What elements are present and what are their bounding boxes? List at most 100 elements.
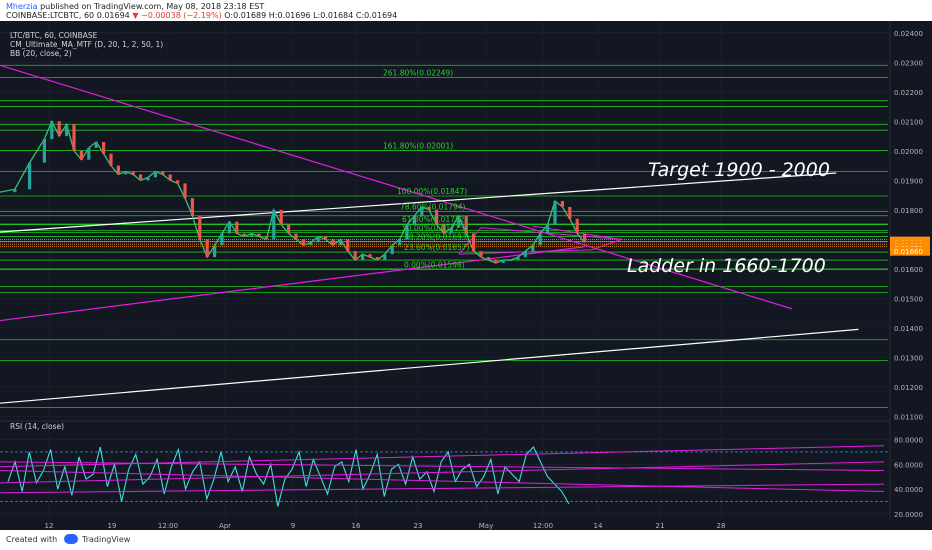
high-text: H:0.01696	[268, 11, 311, 20]
symbol-text: COINBASE:LTCBTC, 60	[6, 11, 95, 20]
x-tick-label: Apr	[219, 522, 231, 530]
price-candle	[50, 121, 54, 140]
legend-bb: BB (20, close, 2)	[10, 49, 72, 58]
x-tick-label: 14	[594, 522, 603, 530]
price-candle	[227, 221, 231, 234]
rsi-panel	[0, 445, 888, 507]
price-candle	[316, 236, 320, 243]
price-candle	[368, 254, 372, 258]
price-candle	[546, 224, 550, 234]
price-candle	[272, 209, 276, 240]
fib-label: 38.20%(0.01693)	[404, 232, 470, 241]
price-candle	[279, 209, 283, 225]
price-candle	[390, 245, 394, 255]
x-tick-label: 19	[108, 522, 117, 530]
price-candle	[124, 171, 128, 175]
rsi-trendline	[0, 470, 885, 493]
y-tick-label: 0.02100	[894, 118, 923, 126]
price-candle	[383, 254, 387, 261]
price-candle	[205, 239, 209, 258]
down-triangle-icon: ▼	[132, 11, 139, 20]
price-candle	[153, 171, 157, 178]
fib-label: 100.00%(0.01847)	[397, 187, 467, 196]
change-text: −0.00038 (−2.19%)	[141, 11, 222, 20]
x-tick-label: 23	[414, 522, 423, 530]
rsi-trendline	[0, 461, 885, 471]
price-candle	[405, 224, 409, 240]
price-candle	[531, 245, 535, 252]
price-candle	[464, 215, 468, 234]
y-tick-label: 0.01600	[894, 266, 923, 274]
price-candle	[190, 198, 194, 216]
y-tick-label: 0.01100	[894, 413, 923, 421]
publisher-line: Mherzia published on TradingView.com, Ma…	[6, 2, 264, 11]
x-tick-label: 21	[656, 522, 665, 530]
chart-svg: 261.80%(0.02249) 161.80%(0.02001) 100.00%(…	[0, 21, 932, 530]
price-candle	[87, 147, 91, 160]
price-candle	[420, 206, 424, 216]
x-tick-label: 28	[717, 522, 726, 530]
price-candle	[457, 215, 461, 228]
price-candle	[198, 215, 202, 240]
ladder-annotation: Ladder in 1660-1700	[627, 255, 826, 277]
price-candle	[494, 260, 498, 263]
legend-rsi: RSI (14, close)	[10, 422, 64, 431]
price-candle	[28, 162, 32, 190]
price-candle	[242, 233, 246, 237]
y-tick-label: 0.01400	[894, 325, 923, 333]
y-tick-label: 0.01300	[894, 354, 923, 362]
price-candle	[523, 251, 527, 258]
price-candle	[560, 201, 564, 207]
x-tick-label: 12:00	[533, 522, 553, 530]
price-candle	[287, 224, 291, 234]
horizontal-levels	[0, 64, 888, 409]
price-candle	[161, 171, 165, 175]
trendlines	[0, 64, 859, 404]
axes: 0.02400 0.02300 0.02200 0.02100 0.02000 0.019…	[45, 30, 930, 530]
chart-background	[0, 21, 932, 520]
rsi-trendline	[0, 483, 885, 494]
y-tick-label: 0.01900	[894, 177, 923, 185]
price-candle	[131, 171, 135, 175]
price-candle	[324, 236, 328, 240]
x-tick-label: 16	[352, 522, 361, 530]
price-candle	[361, 254, 365, 261]
open-text: O:0.01689	[224, 11, 267, 20]
price-candle	[257, 233, 261, 237]
legend-symbol: LTC/BTC, 60, COINBASE	[10, 31, 98, 40]
price-series	[0, 119, 587, 264]
x-tick-label: 12	[45, 522, 54, 530]
price-candle	[213, 245, 217, 258]
price-line	[0, 119, 586, 264]
price-candle	[264, 236, 268, 240]
footer: Created with TradingView	[0, 530, 932, 550]
price-candle	[538, 233, 542, 246]
price-candle	[449, 227, 453, 234]
price-candle	[509, 260, 513, 262]
trendline-magenta-descending	[0, 64, 792, 310]
fib-labels: 261.80%(0.02249) 161.80%(0.02001) 100.00%(…	[383, 68, 470, 269]
rsi-trendline	[0, 461, 885, 484]
price-candle	[72, 124, 76, 151]
header-bar: Mherzia published on TradingView.com, Ma…	[0, 0, 932, 21]
fib-label: 23.60%(0.01657)	[404, 243, 470, 252]
price-candle	[375, 257, 379, 261]
price-candle	[553, 201, 557, 225]
y-tick-label: 0.02200	[894, 89, 923, 97]
brand-text[interactable]: TradingView	[82, 535, 131, 544]
close-text: C:0.01694	[355, 11, 398, 20]
quote-line: COINBASE:LTCBTC, 60 0.01694 ▼ −0.00038 (…	[6, 11, 397, 20]
price-candle	[13, 189, 17, 193]
price-candle	[398, 239, 402, 246]
price-candle	[220, 233, 224, 246]
price-candle	[331, 239, 335, 246]
author-name[interactable]: Mherzia	[6, 2, 38, 11]
price-candle	[501, 260, 505, 263]
fib-label: 0.00%(0.01598)	[404, 260, 465, 269]
price-candle	[583, 233, 587, 243]
price-candle	[575, 218, 579, 234]
price-candle	[94, 141, 98, 148]
x-tick-label: 12:00	[158, 522, 178, 530]
fib-label: 50.00%(0.01723)	[402, 224, 468, 233]
